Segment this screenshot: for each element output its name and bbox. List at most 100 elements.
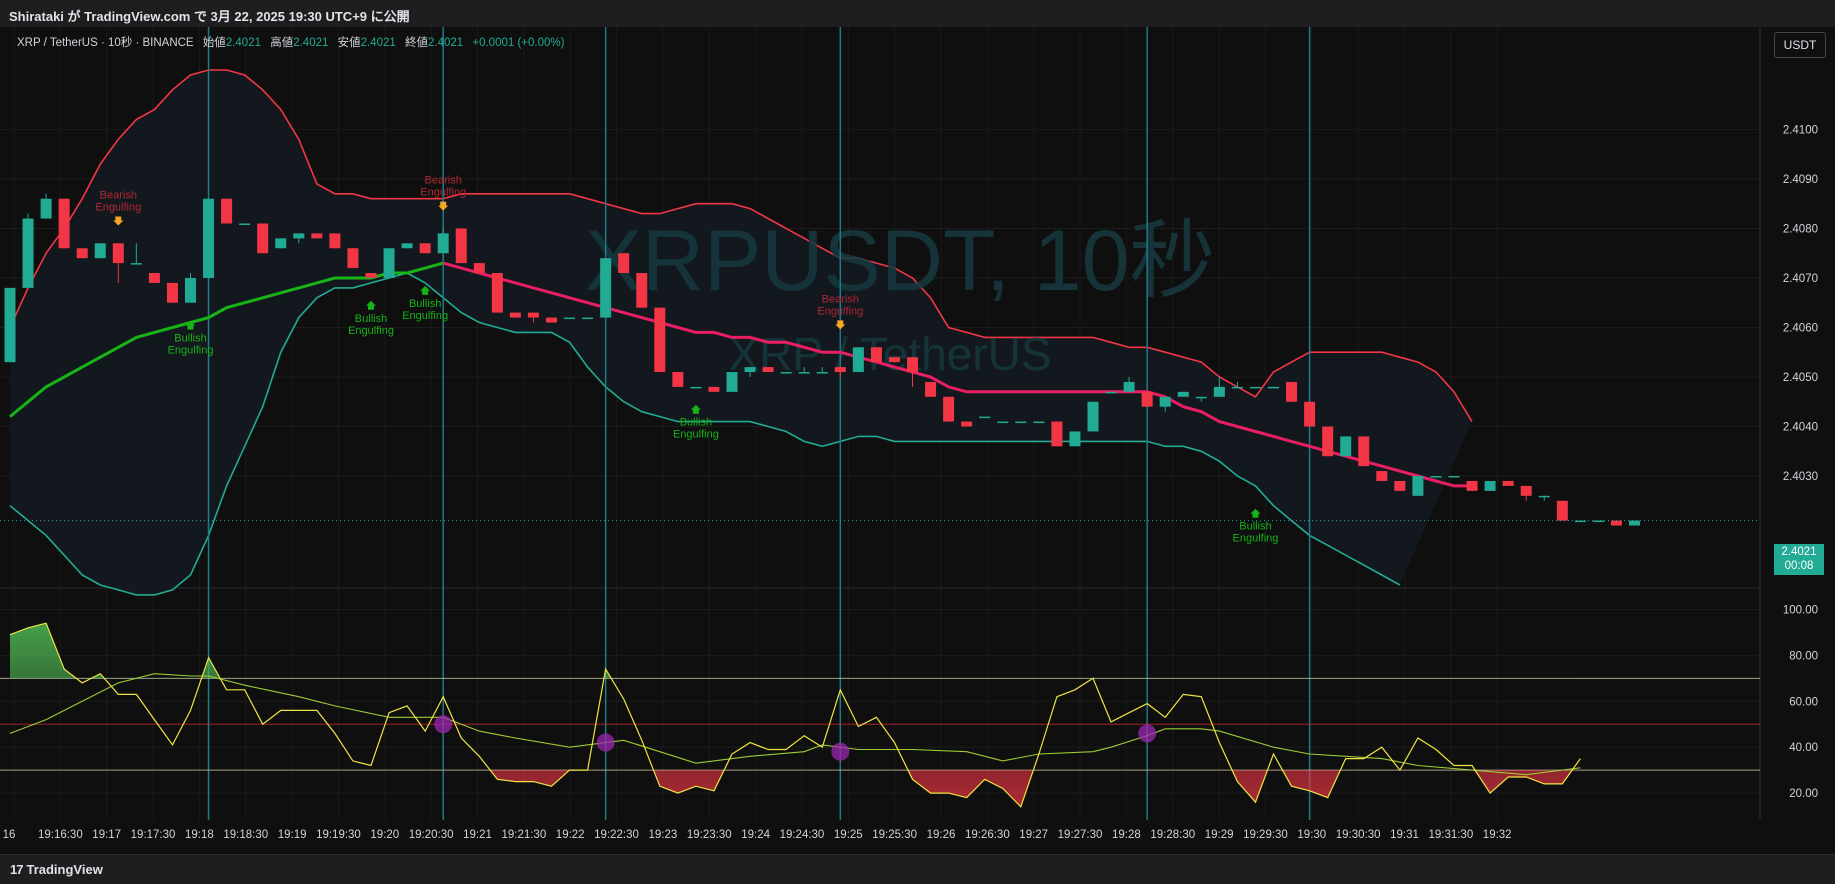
time-axis-label: 19:23:30 (687, 829, 732, 841)
candle-body (1087, 401, 1099, 432)
currency-button[interactable]: USDT (1774, 32, 1826, 58)
candle-body (293, 233, 305, 239)
oscillator-signal-line (9, 673, 1581, 776)
oscillator-axis-label: 40.00 (1789, 742, 1818, 754)
candle-body (185, 277, 196, 303)
candle-body (329, 233, 341, 249)
price-axis-label: 2.4040 (1783, 422, 1818, 434)
tradingview-brand[interactable]: 17 TradingView (10, 862, 103, 877)
last-price-tag: 2.4021 00:08 (1774, 544, 1824, 575)
brand-name: TradingView (26, 862, 103, 877)
candle-body (455, 228, 467, 264)
candle-body (1430, 476, 1442, 478)
candle-body (365, 273, 377, 278)
candle-body (1502, 480, 1514, 486)
candle-body (76, 248, 88, 259)
chart-canvas[interactable]: XRPUSDT, 10秒 XRP / TetherUS BearishEngul… (0, 27, 1835, 854)
up-arrow-icon (366, 300, 376, 310)
time-axis-label: 19:31:30 (1428, 829, 1473, 841)
candle-body (744, 367, 756, 373)
symbol-legend: XRP / TetherUS · 10秒 · BINANCE 始値2.4021 … (17, 34, 564, 50)
watermark-sub: XRP / TetherUS (728, 328, 1051, 380)
oscillator-line (9, 622, 1581, 808)
time-axis-label: 19:18:30 (223, 829, 268, 841)
legend-close-label: 終値 (404, 37, 428, 49)
candle-body (148, 273, 160, 283)
footer-bar: 17 TradingView (0, 854, 1835, 884)
candle-body (1231, 386, 1243, 389)
legend-change: +0.0001 (+0.00%) (472, 37, 565, 49)
candle-body (1268, 386, 1279, 389)
candle-body (1466, 480, 1478, 491)
annotation-label-line2: Engulfing (168, 345, 214, 357)
candle-body (239, 223, 251, 225)
candle-body (1123, 381, 1135, 392)
time-axis-label: 19:31 (1390, 829, 1419, 841)
ma-fast-line (442, 261, 1472, 488)
oscillator-axis-label: 100.00 (1783, 604, 1818, 616)
time-axis-label: 19:29 (1205, 829, 1234, 841)
oscillator-axis-label: 80.00 (1789, 650, 1818, 662)
candle-body (40, 198, 52, 219)
candle-body (1304, 401, 1316, 427)
pattern-annotations: BearishEngulfingBullishEngulfingBullishE… (95, 175, 1278, 545)
ma-slow-line (9, 261, 444, 418)
time-axis-label: 19:28 (1112, 829, 1141, 841)
time-axis-label: 19:25 (834, 829, 863, 841)
symbol-watermark: XRPUSDT, 10秒 XRP / TetherUS (585, 213, 1216, 380)
candle-body (979, 416, 991, 419)
time-axis-label: 19:24:30 (780, 829, 825, 841)
candle-body (509, 312, 521, 318)
legend-open-value: 2.4021 (225, 37, 261, 49)
candle-body (1249, 386, 1261, 389)
legend-high-value: 2.4021 (293, 37, 329, 49)
candle-body (654, 307, 666, 373)
candle-body (1322, 426, 1334, 457)
cross-marker (1138, 724, 1157, 743)
candle-body (1015, 421, 1027, 424)
candlesticks (0, 193, 1760, 526)
up-arrow-icon (420, 285, 431, 295)
time-axis-label: 19:19 (278, 829, 307, 841)
candle-body (1340, 436, 1352, 457)
candle-body (888, 357, 900, 363)
annotation-label-line2: Engulfing (95, 201, 141, 213)
candle-body (166, 282, 178, 303)
annotation-label-line1: Bullish (174, 333, 206, 345)
time-axis-label: 19:20 (370, 829, 399, 841)
time-axis-label: 19:22 (556, 829, 585, 841)
time-axis-label: 19:26:30 (965, 829, 1010, 841)
band-fill (10, 70, 1472, 595)
candle-body (4, 287, 16, 363)
oscillator-axis-label: 60.00 (1789, 696, 1818, 708)
moving-averages (9, 261, 1472, 488)
candle-body (22, 218, 34, 288)
candle-body (708, 386, 720, 392)
vertical-lines (207, 27, 1311, 820)
candle-body (1069, 431, 1081, 447)
price-axis-label: 2.4060 (1783, 322, 1818, 334)
candle-body (834, 367, 846, 373)
candle-body (780, 372, 792, 374)
legend-close-value: 2.4021 (427, 37, 464, 49)
candle-body (94, 243, 106, 259)
candle-body (1051, 421, 1063, 447)
legend-low-value: 2.4021 (360, 37, 396, 49)
candle-body (636, 273, 648, 308)
candle-body (1105, 391, 1117, 394)
tradingview-logo-icon: 17 (10, 862, 24, 877)
time-axis-label: 19:23 (649, 829, 678, 841)
candle-body (1177, 391, 1189, 397)
annotation-label-line1: Bearish (100, 189, 137, 201)
publish-text: Shirataki が TradingView.com で 3月 22, 202… (9, 9, 410, 24)
candle-body (1286, 381, 1298, 402)
candle-body (203, 198, 215, 278)
annotation-label-line2: Engulfing (348, 325, 394, 337)
candle-body (1376, 471, 1388, 481)
price-axis-label: 2.4080 (1783, 223, 1818, 235)
candle-body (1195, 396, 1207, 399)
candle-body (762, 367, 774, 373)
time-axis-label: 16 (3, 829, 16, 841)
legend-low-label: 安値 (337, 37, 361, 49)
candle-body (221, 198, 233, 224)
